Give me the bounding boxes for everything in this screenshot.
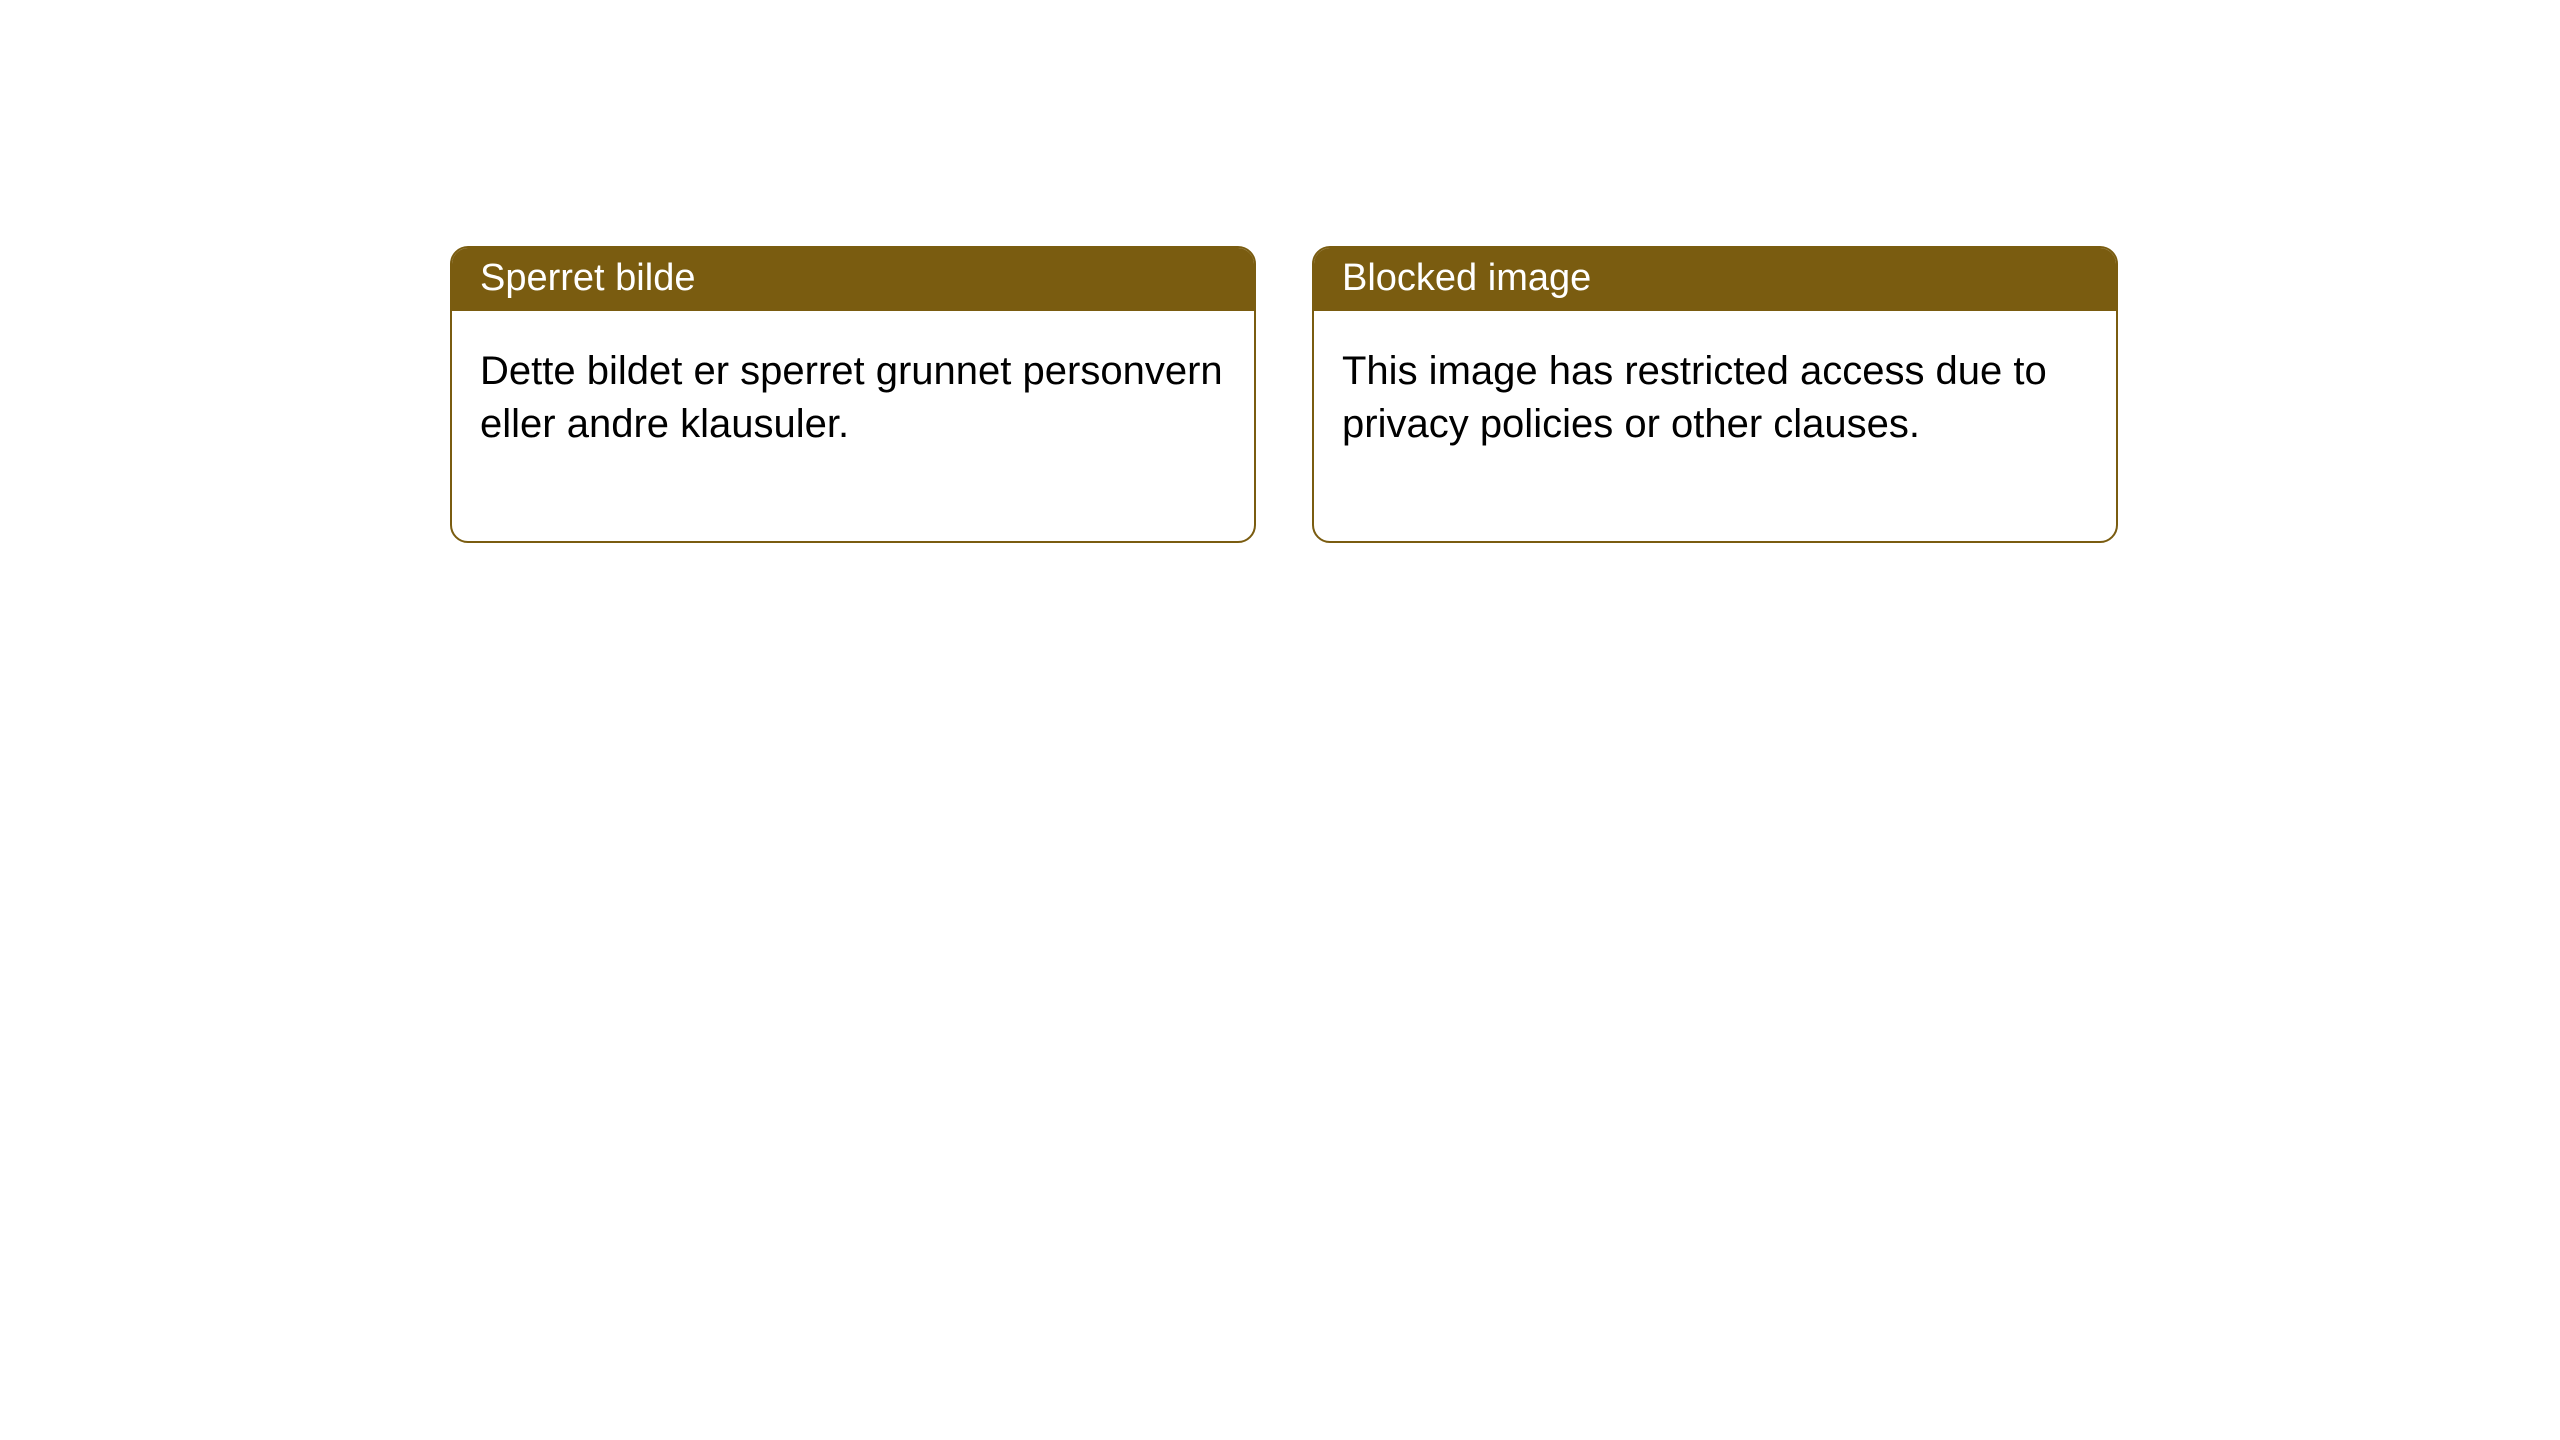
card-title: Sperret bilde xyxy=(480,257,695,299)
card-header: Blocked image xyxy=(1314,248,2116,311)
card-body-text: Dette bildet er sperret grunnet personve… xyxy=(480,349,1223,446)
notice-cards-container: Sperret bilde Dette bildet er sperret gr… xyxy=(450,246,2118,543)
card-body-text: This image has restricted access due to … xyxy=(1342,349,2047,446)
card-title: Blocked image xyxy=(1342,257,1591,299)
card-body: Dette bildet er sperret grunnet personve… xyxy=(452,311,1254,541)
card-body: This image has restricted access due to … xyxy=(1314,311,2116,541)
card-header: Sperret bilde xyxy=(452,248,1254,311)
notice-card-english: Blocked image This image has restricted … xyxy=(1312,246,2118,543)
notice-card-norwegian: Sperret bilde Dette bildet er sperret gr… xyxy=(450,246,1256,543)
